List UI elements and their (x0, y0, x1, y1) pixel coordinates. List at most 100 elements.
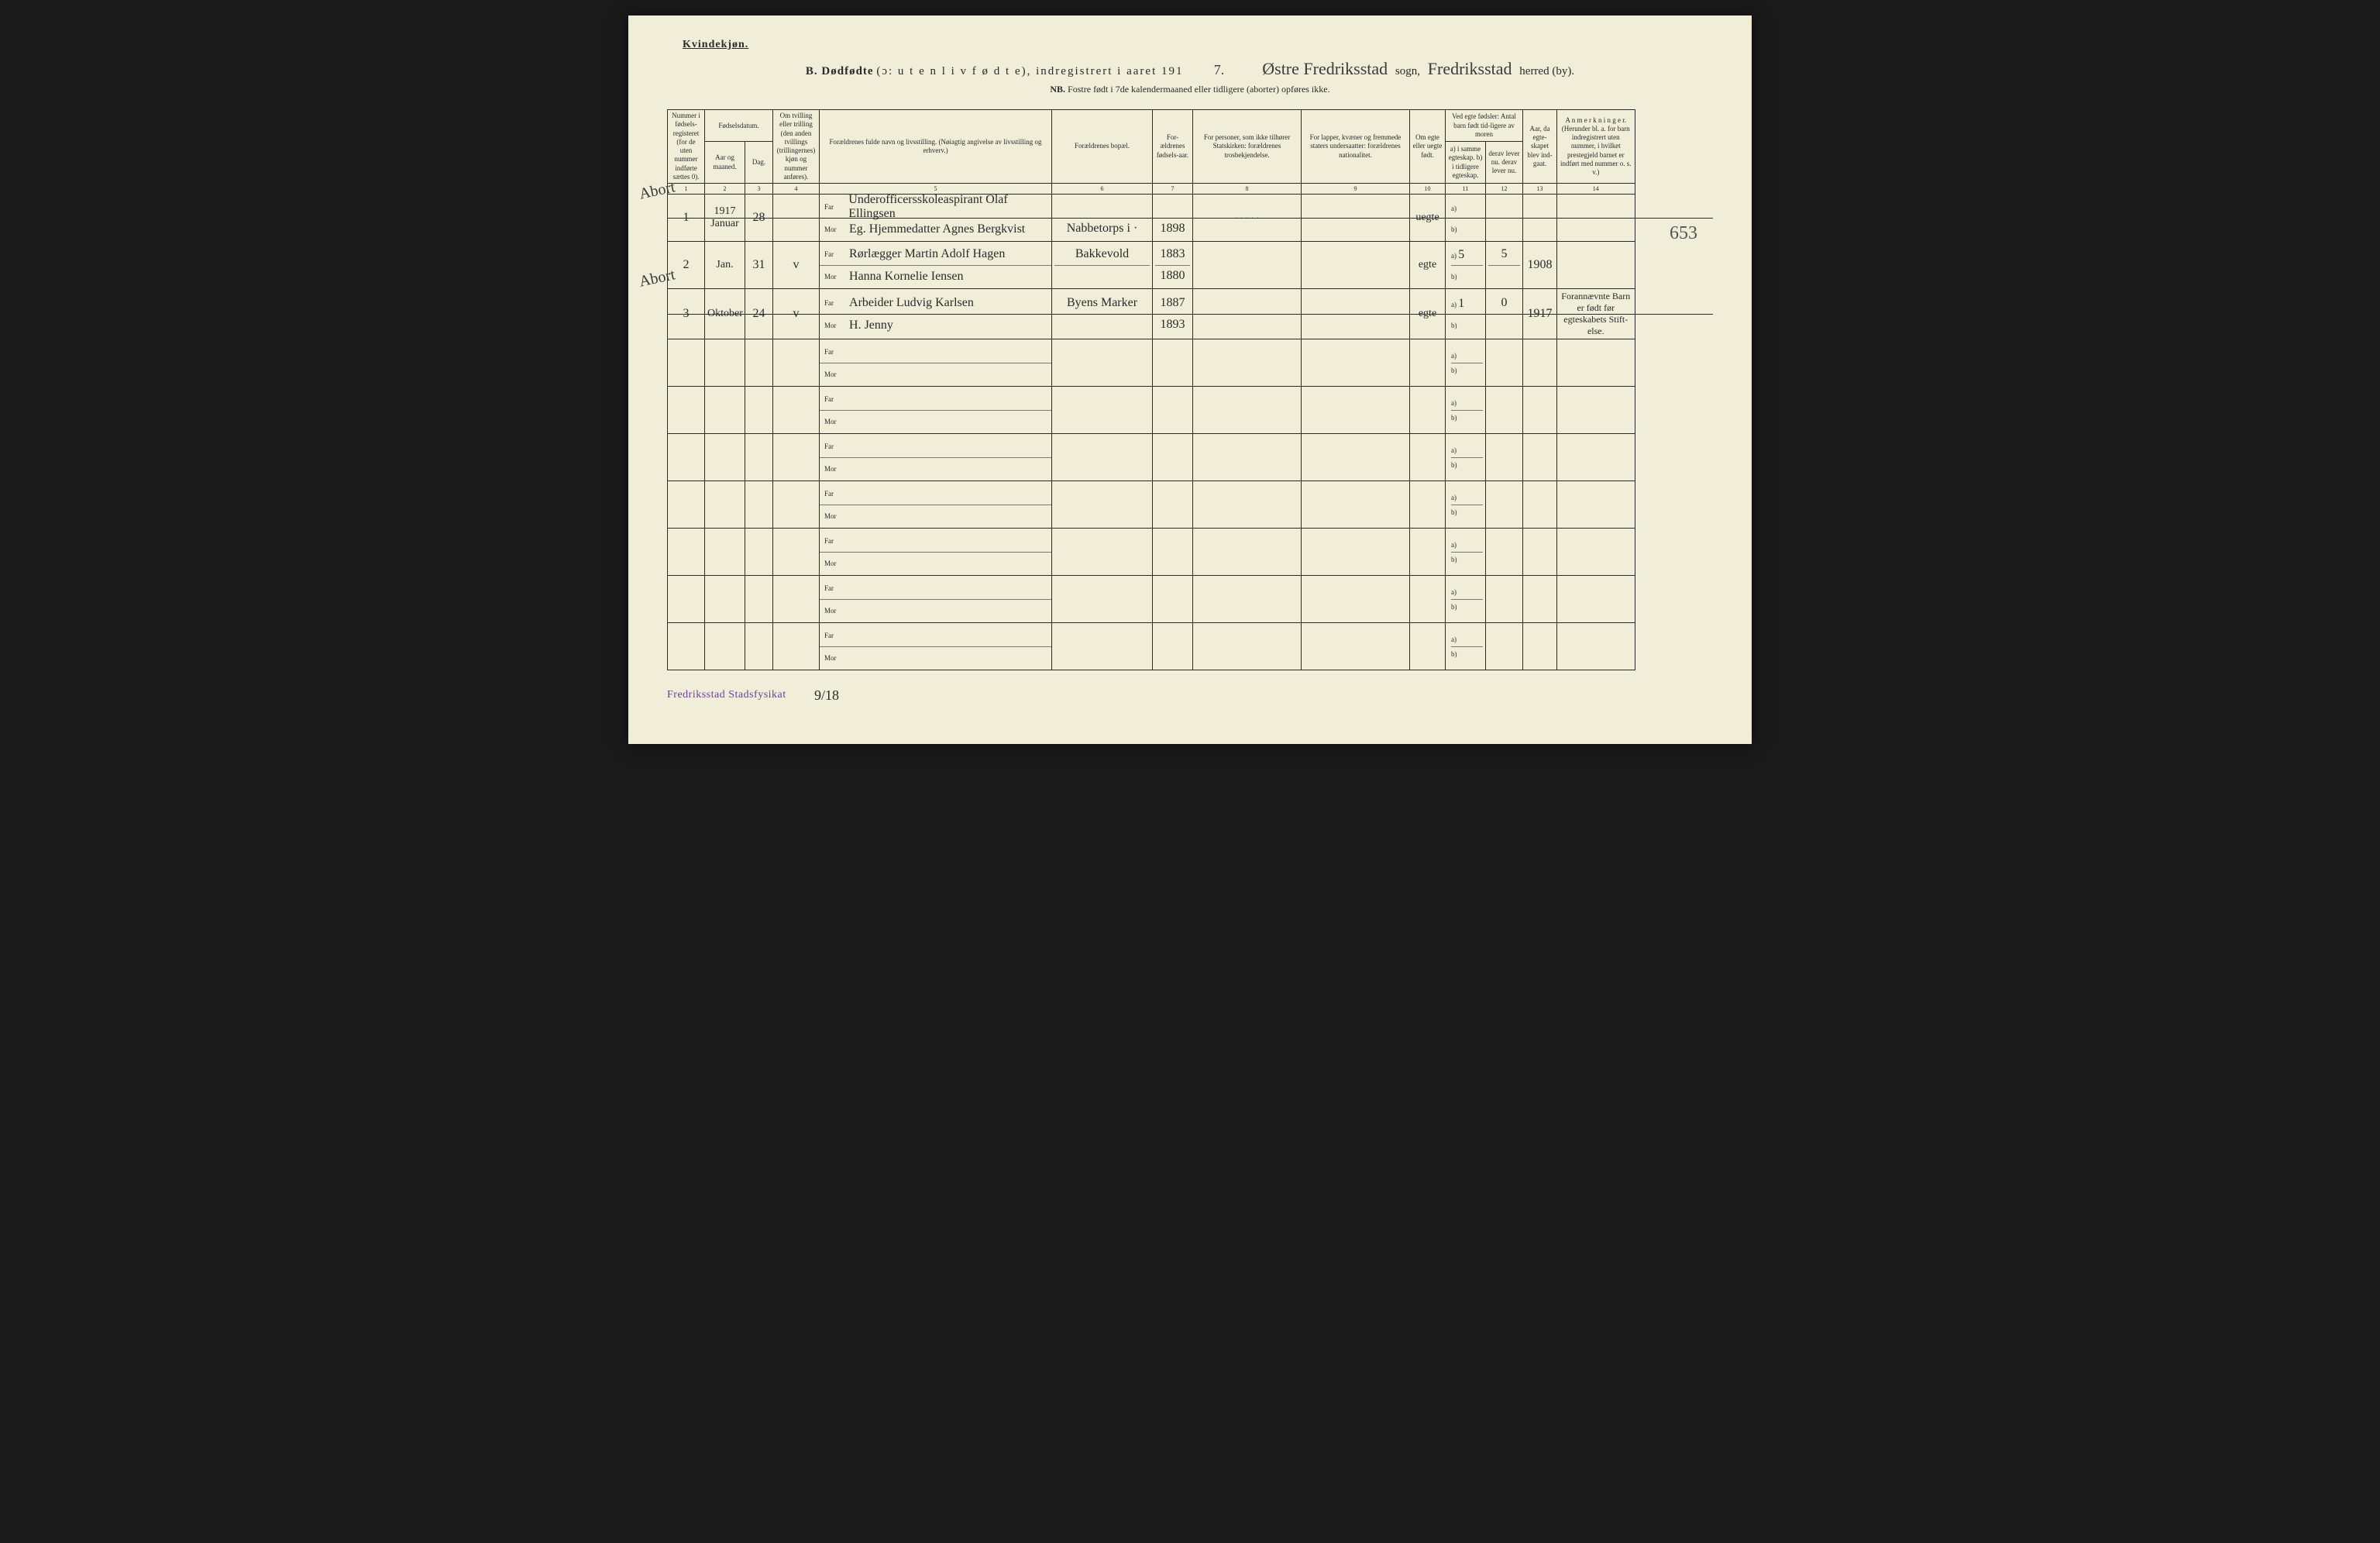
table-cell (1557, 623, 1635, 670)
table-cell: 18831880 (1153, 242, 1193, 289)
table-cell (1193, 289, 1302, 339)
table-cell (1523, 576, 1557, 623)
table-cell: 24 (745, 289, 773, 339)
table-cell (1523, 195, 1557, 242)
table-row-empty: FarMor a)b) (668, 434, 1713, 481)
parents-cell: FarUnderofficersskoleaspirant Olaf Ellin… (820, 195, 1052, 242)
col-subheader: Aar og maaned. (705, 142, 745, 184)
table-cell: a)b) (1446, 387, 1486, 434)
table-cell (773, 434, 820, 481)
table-cell (1302, 289, 1410, 339)
table-cell: a)b) (1446, 576, 1486, 623)
table-cell (1193, 387, 1302, 434)
table-cell (1410, 576, 1446, 623)
table-cell (745, 434, 773, 481)
table-cell (1153, 481, 1193, 529)
table-cell: 1898 (1153, 195, 1193, 242)
sogn-label: sogn, (1395, 65, 1420, 77)
table-cell (1557, 434, 1635, 481)
table-row: 2Jan.31vFarRørlægger Martin Adolf HagenM… (668, 242, 1713, 289)
table-cell: 1917 (1523, 289, 1557, 339)
column-number-row: 1 2 3 4 5 6 7 8 9 10 11 12 13 14 (668, 184, 1713, 195)
table-cell (1302, 387, 1410, 434)
page-number: 653 (1670, 223, 1697, 244)
colnum: 9 (1302, 184, 1410, 195)
table-cell (773, 387, 820, 434)
table-cell: FarMor (820, 387, 1052, 434)
table-cell (1193, 339, 1302, 387)
table-cell (1153, 339, 1193, 387)
parents-cell: FarArbeider Ludvig KarlsenMorH. Jenny (820, 289, 1052, 339)
table-cell (745, 576, 773, 623)
table-cell (1410, 387, 1446, 434)
document-page: Kvindekjøn. B. Dødfødte (ɔ: u t e n l i … (628, 15, 1752, 744)
col-header: For personer, som ikke tilhører Statskir… (1193, 110, 1302, 184)
table-cell (1557, 195, 1635, 242)
table-cell: 1908 (1523, 242, 1557, 289)
nb-bold: NB. (1050, 84, 1065, 95)
table-cell (1557, 339, 1635, 387)
table-cell (1153, 623, 1193, 670)
table-cell (1486, 623, 1523, 670)
table-cell (705, 623, 745, 670)
nb-text: Fostre født i 7de kalendermaaned eller t… (1068, 84, 1330, 95)
table-cell: FarMor (820, 434, 1052, 481)
colnum: 4 (773, 184, 820, 195)
table-cell (668, 387, 705, 434)
table-cell: a)b) (1446, 529, 1486, 576)
colnum: 14 (1557, 184, 1635, 195)
table-cell (705, 481, 745, 529)
table-row: 3Oktober24vFarArbeider Ludvig KarlsenMor… (668, 289, 1713, 339)
table-cell (1557, 242, 1635, 289)
table-cell (705, 576, 745, 623)
table-cell: egte (1410, 289, 1446, 339)
table-cell (1193, 434, 1302, 481)
table-cell: FarMor (820, 339, 1052, 387)
table-cell (745, 481, 773, 529)
table-cell (1052, 623, 1153, 670)
table-cell (1302, 623, 1410, 670)
table-row-empty: FarMor a)b) (668, 576, 1713, 623)
col-header: Nummer i fødsels-registeret (for de uten… (668, 110, 705, 184)
table-cell (1486, 339, 1523, 387)
table-cell: v (773, 289, 820, 339)
herred-label: herred (by). (1519, 65, 1574, 77)
table-cell (1410, 434, 1446, 481)
table-cell: a)b) (1446, 434, 1486, 481)
table-cell (1052, 339, 1153, 387)
table-cell (668, 576, 705, 623)
table-cell: Bakkevold (1052, 242, 1153, 289)
title-prefix-bold: B. Dødfødte (806, 65, 874, 77)
herred-value: Fredriksstad (1423, 59, 1517, 79)
table-cell: 28 (745, 195, 773, 242)
table-cell (1557, 387, 1635, 434)
table-cell (668, 339, 705, 387)
table-row-empty: FarMora)b) (668, 339, 1713, 387)
colnum: 11 (1446, 184, 1486, 195)
table-cell (1523, 623, 1557, 670)
table-cell (1193, 242, 1302, 289)
table-cell (1193, 529, 1302, 576)
table-cell (1523, 434, 1557, 481)
table-cell: a)b) (1446, 481, 1486, 529)
title-year-hand: 7. (1184, 62, 1255, 78)
col-header: Om egte eller uegte født. (1410, 110, 1446, 184)
table-cell (1052, 387, 1153, 434)
gender-label: Kvindekjøn. (683, 39, 1713, 51)
table-cell (1410, 529, 1446, 576)
colnum: 7 (1153, 184, 1193, 195)
table-cell (668, 434, 705, 481)
table-row-empty: FarMora)b) (668, 623, 1713, 670)
table-cell: 18871893 (1153, 289, 1193, 339)
table-cell (1523, 339, 1557, 387)
table-cell (1557, 529, 1635, 576)
table-cell: FarMor (820, 576, 1052, 623)
ab-cell: a) 5b) (1446, 242, 1486, 289)
colnum: 8 (1193, 184, 1302, 195)
table-cell (773, 195, 820, 242)
table-cell: 0 (1486, 289, 1523, 339)
table-head: Nummer i fødsels-registeret (for de uten… (668, 110, 1713, 195)
table-cell (1302, 242, 1410, 289)
table-cell (705, 339, 745, 387)
table-cell (1153, 387, 1193, 434)
